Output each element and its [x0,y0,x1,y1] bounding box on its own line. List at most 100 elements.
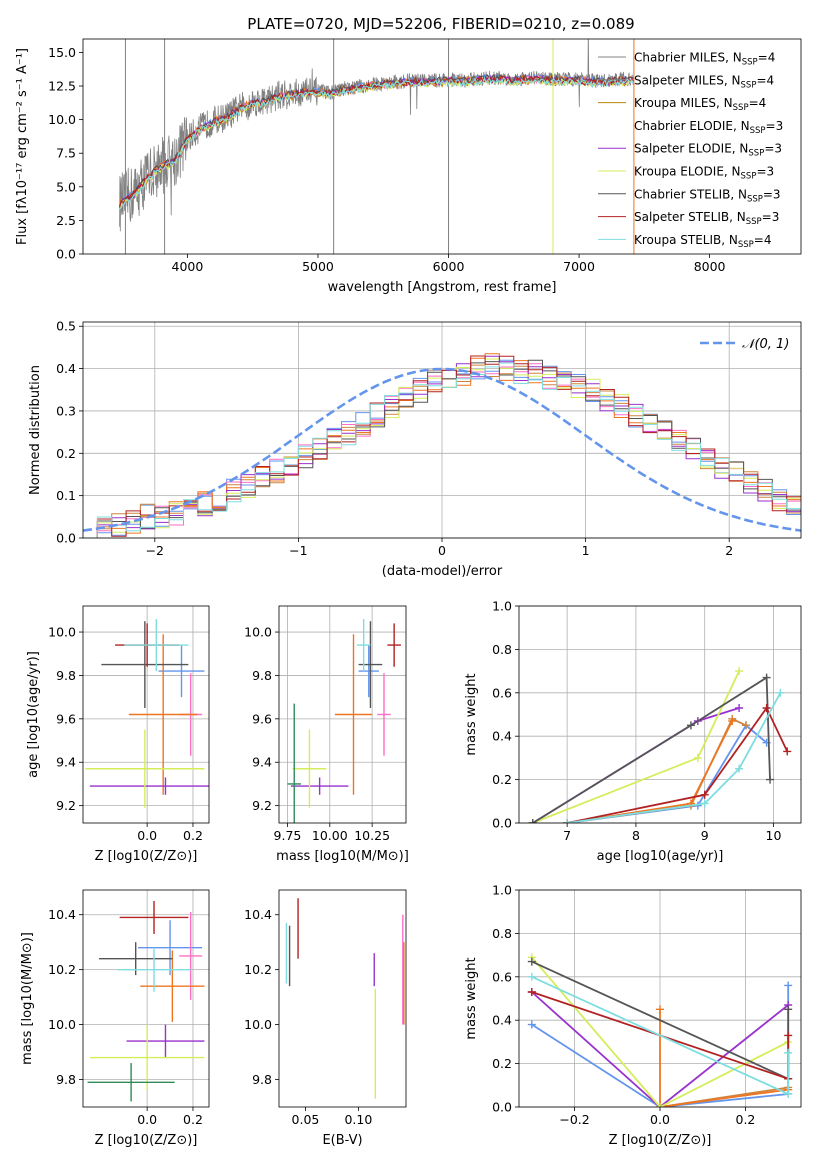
y-tick-label: 9.4 [56,755,76,770]
y-tick-label: 10.2 [244,962,272,977]
x-tick-label: 0 [438,543,446,558]
y-tick-label: 0.4 [492,1013,512,1028]
legend-label-sub: SSP [750,126,766,136]
x-tick-label: 5000 [302,259,334,274]
legend-label: Salpeter STELIB, NSSP=3 [634,210,779,227]
mass-weight-marker [762,703,771,712]
mass-weight-marker [693,753,702,762]
x-tick-label: 8 [632,828,640,843]
plot-area [527,953,793,1107]
mass-weight-line [531,991,789,1107]
y-tick-label: 0.5 [56,319,76,334]
mass-weight-marker [735,667,744,676]
plot-area [87,900,205,1102]
histogram-series [83,355,801,538]
x-tick-label: 4000 [172,259,204,274]
mass-weight-marker [776,688,785,697]
y-tick-label: 0.2 [56,446,76,461]
panel-spectrum: 4000 5000 6000 7000 8000 0.0 2.5 5.0 7.5 10.0 12.5… [15,38,802,295]
legend-label: Kroupa STELIB, NSSP=4 [634,233,772,250]
axes-frame [278,605,407,824]
mass-weight-marker [784,981,793,990]
y-tick-label: 0.0 [492,816,512,831]
axes-frame [82,889,210,1108]
axes-frame [518,605,802,824]
legend-label: Salpeter ELODIE, NSSP=3 [634,142,782,159]
x-tick-label: 0.0 [650,1112,670,1127]
x-tick-label: 0.05 [292,1112,320,1127]
x-tick-label: 0.0 [137,1112,157,1127]
y-axis-label: age [log10(age/yr)] [26,651,41,778]
plot-area [528,667,792,823]
panel-mass-weight-vs-age: 7 8 9 10 0.0 0.2 0.4 0.6 0.8 1.0 age [log10(age/yr… [464,599,802,864]
x-axis-label: mass [log10(M/M⊙)] [276,849,409,864]
spectrum-model-line [119,74,634,208]
legend-label-sub: SSP [742,58,758,68]
spectrum-model-line [119,75,634,210]
mass-weight-marker [527,1020,536,1029]
y-axis-label: mass weight [464,957,479,1039]
spectrum-model-line [119,73,634,207]
spectrum-model-line [119,76,634,210]
y-tick-label: 1.0 [492,883,512,898]
mass-weight-marker [528,819,537,823]
x-axis-label: Z [log10(Z/Z⊙)] [609,1133,712,1148]
mass-weight-line [532,675,771,823]
x-tick-label: 0.2 [183,1112,203,1127]
mass-weight-marker [735,764,744,773]
legend-label-sub: SSP [738,240,754,250]
axes-frame [82,38,802,255]
y-tick-label: 0.0 [56,531,76,546]
legend-label-text: =4 [749,96,767,110]
y-tick-label: 9.6 [56,711,76,726]
mass-weight-marker [784,1048,793,1057]
mass-weight-marker [766,775,775,784]
legend-label-sub: SSP [747,194,763,204]
legend-label-text: =4 [758,51,776,65]
y-tick-label: 9.4 [252,755,272,770]
x-tick-label: 9 [701,828,709,843]
y-tick-label: 0.3 [56,403,76,418]
legend-label-text: Chabrier STELIB, N [634,187,747,201]
y-tick-label: 5.0 [56,179,76,194]
legend-label-sub: SSP [741,172,757,182]
legend-label-text: =3 [763,187,781,201]
y-tick-label: 9.8 [252,1072,272,1087]
legend-label-text: =3 [762,210,780,224]
histogram-series [83,362,801,538]
y-tick-label: 0.2 [492,772,512,787]
legend-label-sub: SSP [741,80,757,90]
legend-label-sub: SSP [733,103,749,113]
legend-label-text: Kroupa MILES, N [634,96,733,110]
y-tick-label: 12.5 [48,79,76,94]
legend-label: Chabrier STELIB, NSSP=3 [634,187,781,204]
plot-area [85,619,209,808]
x-tick-label: 0.2 [183,828,203,843]
mass-weight-marker [563,819,572,823]
x-tick-label: 0.10 [344,1112,372,1127]
x-tick-label: 9.75 [274,828,302,843]
panel-mass-weight-vs-Z: −0.2 0.0 0.2 0.0 0.2 0.4 0.6 0.8 1.0 Z [log10(Z/Z… [464,883,802,1148]
x-tick-label: 0.2 [736,1112,756,1127]
mass-weight-marker [741,721,750,730]
legend-label-text: =3 [764,142,782,156]
mass-weight-marker [527,957,536,966]
mass-weight-marker [686,721,695,730]
y-tick-label: 10.0 [244,625,272,640]
spectrum-model-line [119,74,634,208]
axes-frame [82,605,210,824]
y-tick-label: 0.4 [56,361,76,376]
mass-weight-line [659,1009,789,1107]
y-axis-label: Flux [fλ10⁻¹⁷ erg cm⁻² s⁻¹ A⁻¹] [15,48,30,245]
x-axis-label: E(B-V) [322,1133,362,1148]
x-axis-label: Z [log10(Z/Z⊙)] [95,1133,198,1148]
y-tick-label: 9.8 [56,668,76,683]
y-tick-label: 10.2 [48,962,76,977]
y-tick-label: 10.0 [244,1017,272,1032]
x-axis-label: wavelength [Angstrom, rest frame] [328,280,557,295]
panel-residual-histogram: −2 −1 0 1 2 0.0 0.1 0.2 0.3 0.4 0.5 (data-model)/er… [28,319,802,579]
x-axis-label: age [log10(age/yr)] [597,849,724,864]
plot-area [119,39,635,254]
y-tick-label: 9.2 [56,798,76,813]
